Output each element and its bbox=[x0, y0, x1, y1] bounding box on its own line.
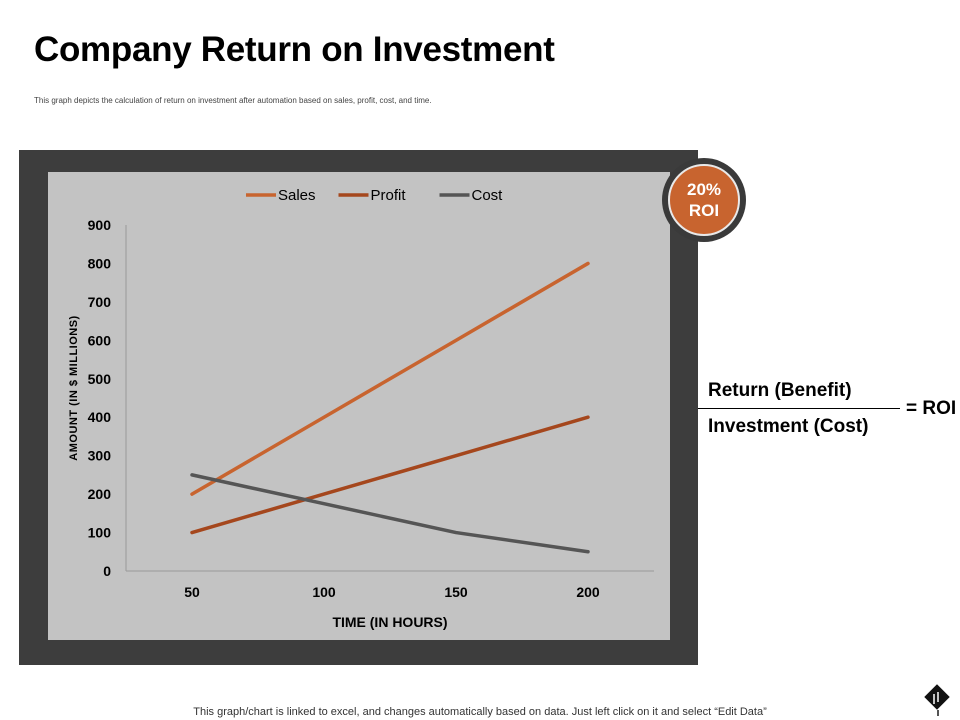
x-tick-label: 50 bbox=[184, 584, 200, 600]
y-tick-label: 0 bbox=[103, 563, 111, 579]
formula-denominator: Investment (Cost) bbox=[708, 416, 869, 437]
formula-result: = ROI bbox=[906, 398, 957, 419]
x-axis-title: TIME (IN HOURS) bbox=[332, 614, 447, 630]
roi-badge-label: ROI bbox=[688, 201, 720, 220]
legend-label-sales: Sales bbox=[278, 187, 316, 204]
y-tick-label: 700 bbox=[88, 294, 112, 310]
y-tick-label: 800 bbox=[88, 255, 112, 271]
legend-label-cost: Cost bbox=[472, 187, 504, 204]
footer-note: This graph/chart is linked to excel, and… bbox=[193, 706, 767, 718]
roi-badge-value: 20% bbox=[686, 180, 722, 199]
x-tick-label: 100 bbox=[312, 584, 336, 600]
y-tick-label: 600 bbox=[88, 332, 112, 348]
x-tick-label: 200 bbox=[576, 584, 600, 600]
line-chart[interactable]: 0 100 200 300 400 500 600 700 800 900 50 100 150 200 T… bbox=[48, 172, 670, 640]
formula-numerator: Return (Benefit) bbox=[708, 380, 852, 401]
roi-badge: 20% ROI bbox=[668, 164, 740, 236]
y-tick-label: 900 bbox=[88, 217, 112, 233]
formula-divider bbox=[698, 408, 900, 409]
y-tick-label: 200 bbox=[88, 486, 112, 502]
series-line-sales bbox=[190, 261, 590, 496]
page-subtitle: This graph depicts the calculation of re… bbox=[34, 96, 432, 105]
y-tick-label: 300 bbox=[88, 448, 112, 464]
series-line-profit bbox=[190, 415, 590, 535]
y-axis-title: AMOUNT (IN $ MILLIONS) bbox=[68, 315, 80, 460]
series-line-cost bbox=[190, 473, 590, 554]
edit-data-icon[interactable] bbox=[920, 684, 956, 718]
x-tick-label: 150 bbox=[444, 584, 468, 600]
y-tick-label: 500 bbox=[88, 371, 112, 387]
page-title: Company Return on Investment bbox=[34, 30, 555, 69]
y-tick-label: 100 bbox=[88, 525, 112, 541]
y-tick-label: 400 bbox=[88, 409, 112, 425]
chart-plot-background bbox=[48, 172, 670, 640]
legend-label-profit: Profit bbox=[371, 187, 407, 204]
